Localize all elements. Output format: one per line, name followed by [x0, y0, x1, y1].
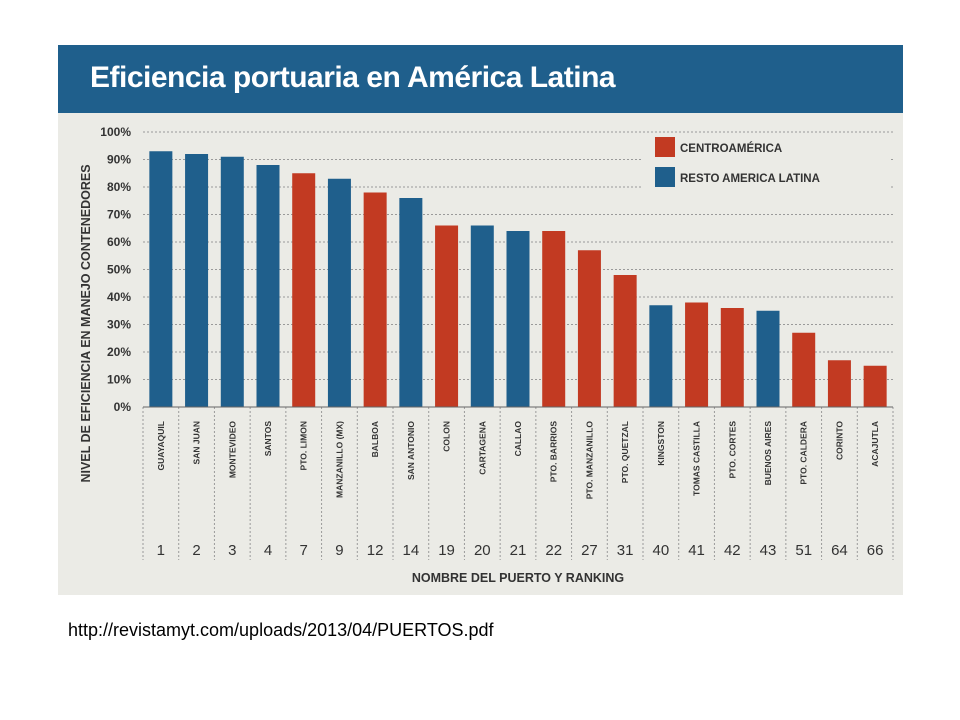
chart-figure: Eficiencia portuaria en América Latina 0…: [58, 45, 903, 595]
ranking-label: 2: [192, 542, 200, 559]
bar: [327, 178, 351, 407]
ranking-label: 4: [264, 542, 272, 559]
bar: [756, 310, 780, 407]
x-tick-label: PTO. BARRIOS: [549, 421, 559, 483]
x-tick-label: PTO. LIMON: [299, 421, 309, 470]
bar: [720, 308, 744, 407]
ranking-label: 22: [545, 542, 562, 559]
x-tick-label: GUAYAQUIL: [156, 421, 166, 470]
bar: [577, 250, 601, 407]
y-tick-label: 70%: [107, 208, 131, 222]
y-tick-label: 30%: [107, 318, 131, 332]
x-tick-label: CORINTO: [834, 421, 844, 460]
bar: [827, 360, 851, 407]
ranking-label: 20: [474, 542, 491, 559]
y-tick-label: 80%: [107, 180, 131, 194]
x-tick-label: PTO. CORTES: [727, 421, 737, 479]
legend-swatch: [655, 137, 675, 157]
x-tick-label: MANZANILLO (MX): [334, 421, 344, 498]
bar: [506, 231, 530, 407]
ranking-label: 66: [867, 542, 884, 559]
x-tick-label: SANTOS: [263, 421, 273, 457]
ranking-label: 14: [403, 542, 420, 559]
y-axis-title: NIVEL DE EFICIENCIA EN MANEJO CONTENEDOR…: [79, 164, 93, 482]
x-tick-label: PTO. QUETZAL: [620, 421, 630, 483]
ranking-label: 7: [300, 542, 308, 559]
chart-svg: 0% 10% 20% 30% 40% 50% 60% 70% 80% 90% 100% CENTRO…: [79, 125, 894, 585]
x-tick-label: CARTAGENA: [477, 421, 487, 475]
source-link[interactable]: http://revistamyt.com/uploads/2013/04/PU…: [68, 620, 494, 640]
ranking-label: 3: [228, 542, 236, 559]
legend-label: CENTROAMÉRICA: [680, 142, 782, 155]
bar: [863, 365, 887, 407]
bar: [613, 275, 637, 407]
bar: [685, 302, 709, 407]
ranking-label: 27: [581, 542, 598, 559]
bar: [470, 225, 494, 407]
x-tick-label: BALBOA: [370, 421, 380, 457]
y-tick-label: 0%: [114, 400, 132, 414]
x-tick-label: KINGSTON: [656, 421, 666, 466]
bar: [399, 198, 423, 407]
x-tick-label: SAN JUAN: [192, 421, 202, 464]
bar: [149, 151, 173, 407]
legend-label: RESTO AMERICA LATINA: [680, 173, 820, 185]
y-tick-label: 20%: [107, 345, 131, 359]
x-axis-title: NOMBRE DEL PUERTO Y RANKING: [412, 571, 624, 585]
x-tick-label: BUENOS AIRES: [763, 421, 773, 486]
y-tick-label: 90%: [107, 153, 131, 167]
chart-title: Eficiencia portuaria en América Latina: [90, 61, 616, 94]
ranking-label: 42: [724, 542, 741, 559]
ranking-label: 41: [688, 542, 705, 559]
bar: [256, 165, 280, 407]
bar: [792, 332, 816, 407]
bar: [363, 192, 387, 407]
ranking-label: 40: [653, 542, 670, 559]
legend-background: [641, 133, 891, 195]
ranking-label: 31: [617, 542, 634, 559]
y-tick-label: 50%: [107, 263, 131, 277]
ranking-label: 51: [795, 542, 812, 559]
y-tick-label: 100%: [100, 125, 131, 139]
ranking-label: 19: [438, 542, 455, 559]
x-tick-label: CALLAO: [513, 421, 523, 457]
x-tick-label: SAN ANTONIO: [406, 421, 416, 480]
x-tick-label: PTO. CALDERA: [799, 421, 809, 485]
bar: [435, 225, 459, 407]
ranking-label: 64: [831, 542, 848, 559]
y-tick-label: 10%: [107, 373, 131, 387]
bar: [185, 154, 209, 407]
ranking-label: 43: [760, 542, 777, 559]
ranking-label: 21: [510, 542, 527, 559]
x-tick-label: COLON: [442, 421, 452, 452]
ranking-label: 9: [335, 542, 343, 559]
legend-swatch: [655, 167, 675, 187]
bar: [542, 231, 566, 407]
ranking-label: 12: [367, 542, 384, 559]
y-tick-label: 60%: [107, 235, 131, 249]
ranking-label: 1: [157, 542, 165, 559]
y-tick-label: 40%: [107, 290, 131, 304]
x-tick-label: ACAJUTLA: [870, 421, 880, 467]
bar: [649, 305, 673, 407]
title-bar: Eficiencia portuaria en América Latina: [58, 45, 903, 113]
x-tick-label: PTO. MANZANILLO: [584, 421, 594, 500]
bar: [292, 173, 316, 407]
bar: [220, 156, 244, 407]
x-tick-label: TOMAS CASTILLA: [692, 421, 702, 496]
x-tick-label: MONTEVIDEO: [227, 421, 237, 479]
